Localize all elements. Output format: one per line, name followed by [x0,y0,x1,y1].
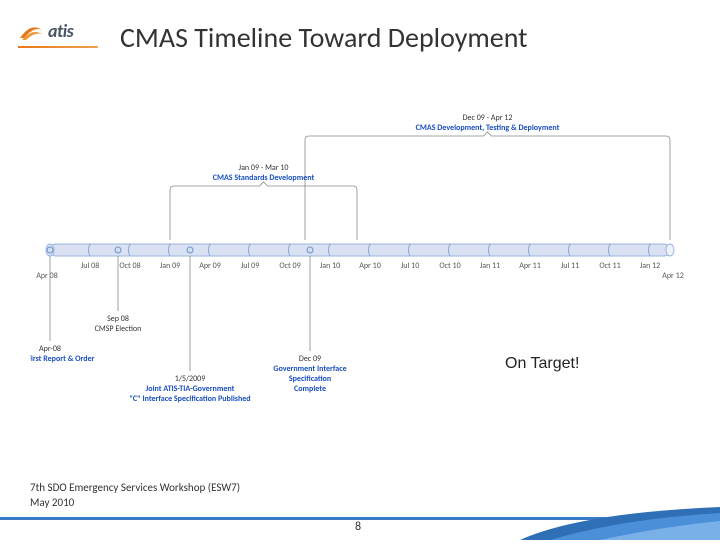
page-title: CMAS Timeline Toward Deployment [120,20,528,55]
logo-swoosh-icon [18,18,44,44]
svg-text:Jul 10: Jul 10 [401,261,420,271]
svg-text:Dec 09: Dec 09 [299,354,321,364]
svg-text:Apr 08: Apr 08 [36,271,58,281]
svg-text:1/5/2009: 1/5/2009 [175,374,206,384]
svg-text:Complete: Complete [294,384,326,394]
footer-swoosh-icon [520,505,720,540]
page-number: 8 [355,520,361,534]
svg-text:Jul 08: Jul 08 [81,261,100,271]
svg-text:Specification: Specification [289,374,331,384]
svg-text:Dec 09 - Apr 12: Dec 09 - Apr 12 [463,113,513,123]
svg-text:Apr 11: Apr 11 [519,261,541,271]
svg-text:Jul 11: Jul 11 [561,261,580,271]
svg-text:Apr-08: Apr-08 [39,344,61,354]
svg-text:Jan 09 - Mar 10: Jan 09 - Mar 10 [239,163,289,173]
footer-text: 7th SDO Emergency Services Workshop (ESW… [30,481,240,510]
footer-line2: May 2010 [30,496,240,510]
svg-text:Jul 09: Jul 09 [241,261,260,271]
on-target-label: On Target! [505,355,579,373]
logo-underline [18,46,98,48]
svg-text:CMSP Election: CMSP Election [95,324,142,334]
svg-text:Jan 12: Jan 12 [640,261,661,271]
svg-text:Joint ATIS-TIA-Government: Joint ATIS-TIA-Government [146,384,235,394]
svg-text:Jan 09: Jan 09 [160,261,181,271]
svg-text:"C" Interface Specification Pu: "C" Interface Specification Published [129,394,250,404]
svg-text:Oct 11: Oct 11 [599,261,620,271]
svg-text:Jan 11: Jan 11 [480,261,501,271]
svg-text:Sep 08: Sep 08 [107,314,129,324]
svg-text:Apr 10: Apr 10 [359,261,381,271]
svg-text:Government Interface: Government Interface [273,364,346,374]
svg-text:Oct 09: Oct 09 [279,261,300,271]
svg-text:CMAS Development, Testing & De: CMAS Development, Testing & Deployment [416,123,560,133]
svg-text:Apr 09: Apr 09 [199,261,221,271]
logo: atis [18,18,73,44]
svg-text:CMAS First Report & Order: CMAS First Report & Order [30,354,95,364]
footer-line1: 7th SDO Emergency Services Workshop (ESW… [30,481,240,495]
svg-text:Jan 10: Jan 10 [320,261,341,271]
svg-text:Oct 10: Oct 10 [439,261,460,271]
timeline-chart: Jul 08 Oct 08 Jan 09 Apr 09 Jul 09 Oct 09 Jan … [30,100,690,420]
svg-text:Apr 12: Apr 12 [662,271,684,281]
logo-text: atis [48,20,73,42]
svg-text:CMAS Standards Development: CMAS Standards Development [213,173,315,183]
svg-text:Oct 08: Oct 08 [119,261,140,271]
